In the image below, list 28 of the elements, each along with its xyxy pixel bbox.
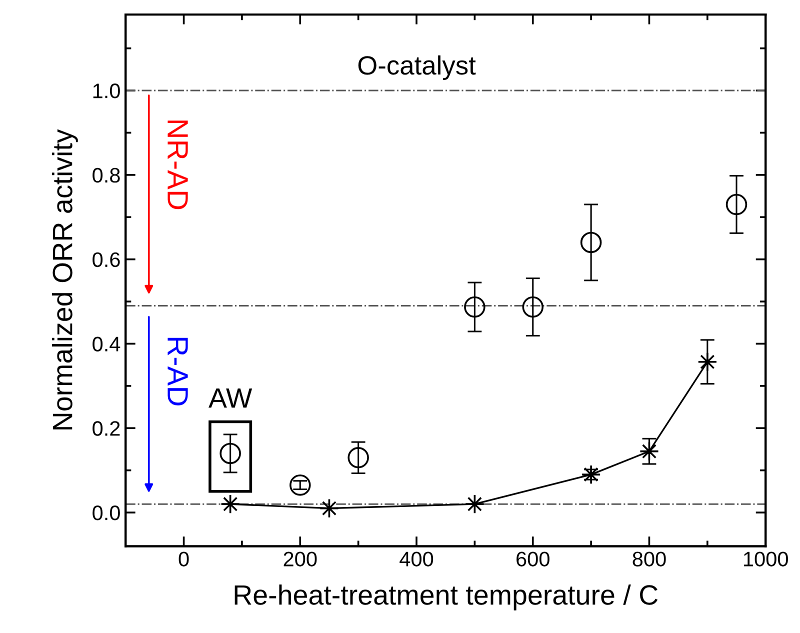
point xyxy=(580,232,602,254)
point xyxy=(697,352,718,372)
annotation: NR-AD xyxy=(168,120,188,210)
point xyxy=(581,464,601,484)
y-tick-label: 0.4 xyxy=(92,336,120,352)
point xyxy=(348,447,369,468)
point xyxy=(220,494,240,514)
y-axis-title: Normalized ORR activity xyxy=(52,129,78,430)
x-tick-label: 600 xyxy=(516,552,550,566)
point xyxy=(726,194,748,216)
y-tick-label: 0.8 xyxy=(92,168,120,183)
point xyxy=(290,474,311,496)
x-tick-label: 800 xyxy=(632,552,666,566)
x-tick-label: 400 xyxy=(400,552,434,566)
annotation: R-AD xyxy=(168,338,188,406)
y-tick-label: 0.0 xyxy=(92,506,120,520)
x-axis-title: Re-heat-treatment temperature / C xyxy=(234,584,658,610)
point xyxy=(464,296,486,318)
x-tick-label: 200 xyxy=(284,552,317,566)
point xyxy=(464,494,485,514)
ref-line-label: O-catalyst xyxy=(358,55,476,80)
x-tick-label: 1000 xyxy=(744,552,788,566)
y-tick-label: 0.6 xyxy=(92,252,120,268)
annotation: AW xyxy=(208,388,252,408)
x-tick-label: 0 xyxy=(178,552,189,566)
point xyxy=(522,296,544,318)
y-tick-label: 1.0 xyxy=(93,84,120,98)
y-tick-label: 0.2 xyxy=(92,421,120,436)
